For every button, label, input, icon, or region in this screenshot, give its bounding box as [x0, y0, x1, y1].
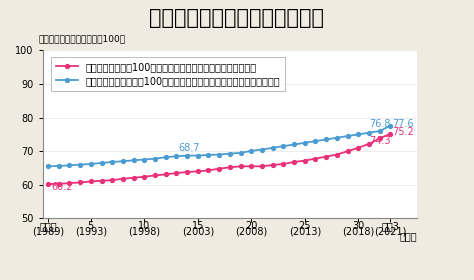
男性一般労働者を100とした場合の女性一般労働者の給与水準: [206, 169, 211, 172]
男性正社員・正職員を100とした場合の女性正社員・正職員の給与水準: [345, 134, 350, 138]
男性正社員・正職員を100とした場合の女性正社員・正職員の給与水準: [141, 158, 147, 161]
男性一般労働者を100とした場合の女性一般労働者の給与水準: [334, 153, 340, 156]
男性正社員・正職員を100とした場合の女性正社員・正職員の給与水準: [216, 153, 222, 156]
男性正社員・正職員を100とした場合の女性正社員・正職員の給与水準: [131, 158, 137, 162]
男性一般労働者を100とした場合の女性一般労働者の給与水準: [227, 166, 233, 169]
Legend: 男性一般労働者を100とした場合の女性一般労働者の給与水準, 男性正社員・正職員を100とした場合の女性正社員・正職員の給与水準: 男性一般労働者を100とした場合の女性一般労働者の給与水準, 男性正社員・正職員…: [51, 57, 285, 90]
男性正社員・正職員を100とした場合の女性正社員・正職員の給与水準: [270, 146, 275, 150]
Text: (2018): (2018): [342, 227, 374, 237]
男性正社員・正職員を100とした場合の女性正社員・正職員の給与水準: [388, 124, 393, 127]
Text: 75.2: 75.2: [392, 127, 414, 137]
男性一般労働者を100とした場合の女性一般労働者の給与水準: [45, 183, 51, 186]
Text: 68.7: 68.7: [179, 143, 200, 153]
Text: (2021): (2021): [374, 227, 407, 237]
男性正社員・正職員を100とした場合の女性正社員・正職員の給与水準: [77, 163, 83, 166]
男性一般労働者を100とした場合の女性一般労働者の給与水準: [66, 181, 72, 185]
男性一般労働者を100とした場合の女性一般労働者の給与水準: [291, 160, 297, 164]
男性一般労働者を100とした場合の女性一般労働者の給与水準: [259, 165, 265, 168]
男性一般労働者を100とした場合の女性一般労働者の給与水準: [163, 173, 169, 176]
男性一般労働者を100とした場合の女性一般労働者の給与水準: [141, 175, 147, 178]
Line: 男性一般労働者を100とした場合の女性一般労働者の給与水準: 男性一般労働者を100とした場合の女性一般労働者の給与水準: [46, 132, 392, 186]
男性一般労働者を100とした場合の女性一般労働者の給与水準: [99, 179, 104, 183]
男性一般労働者を100とした場合の女性一般労働者の給与水準: [345, 150, 350, 153]
男性正社員・正職員を100とした場合の女性正社員・正職員の給与水準: [323, 138, 329, 141]
男性一般労働者を100とした場合の女性一般労働者の給与水準: [152, 174, 158, 177]
男性正社員・正職員を100とした場合の女性正社員・正職員の給与水準: [259, 148, 265, 151]
男性正社員・正職員を100とした場合の女性正社員・正職員の給与水準: [152, 157, 158, 160]
男性一般労働者を100とした場合の女性一般労働者の給与水準: [56, 182, 62, 185]
男性一般労働者を100とした場合の女性一般労働者の給与水準: [184, 170, 190, 174]
男性正社員・正職員を100とした場合の女性正社員・正職員の給与水準: [66, 164, 72, 167]
男性一般労働者を100とした場合の女性一般労働者の給与水準: [281, 162, 286, 166]
男性一般労働者を100とした場合の女性一般労働者の給与水準: [238, 165, 244, 168]
Text: (2013): (2013): [289, 227, 321, 237]
Text: 30: 30: [352, 221, 365, 231]
男性正社員・正職員を100とした場合の女性正社員・正職員の給与水準: [238, 151, 244, 155]
男性正社員・正職員を100とした場合の女性正社員・正職員の給与水準: [45, 165, 51, 168]
男性正社員・正職員を100とした場合の女性正社員・正職員の給与水準: [313, 139, 319, 143]
男性一般労働者を100とした場合の女性一般労働者の給与水準: [366, 142, 372, 146]
男性一般労働者を100とした場合の女性一般労働者の給与水準: [109, 178, 115, 182]
Text: 令和3: 令和3: [382, 221, 399, 231]
男性一般労働者を100とした場合の女性一般労働者の給与水準: [356, 146, 361, 150]
男性正社員・正職員を100とした場合の女性正社員・正職員の給与水準: [248, 149, 254, 153]
男性一般労働者を100とした場合の女性一般労働者の給与水準: [195, 170, 201, 173]
Text: (2003): (2003): [182, 227, 214, 237]
Text: 平成元: 平成元: [39, 221, 57, 231]
Text: 77.6: 77.6: [392, 119, 414, 129]
Text: （年）: （年）: [400, 231, 417, 241]
男性正社員・正職員を100とした場合の女性正社員・正職員の給与水準: [281, 144, 286, 148]
男性正社員・正職員を100とした場合の女性正社員・正職員の給与水準: [120, 160, 126, 163]
Text: 15: 15: [191, 221, 204, 231]
男性一般労働者を100とした場合の女性一般労働者の給与水準: [216, 167, 222, 170]
男性正社員・正職員を100とした場合の女性正社員・正職員の給与水準: [356, 133, 361, 136]
男性一般労働者を100とした場合の女性一般労働者の給与水準: [270, 163, 275, 167]
Text: (1989): (1989): [32, 227, 64, 237]
男性一般労働者を100とした場合の女性一般労働者の給与水準: [131, 176, 137, 179]
Text: （基準とする男性の給与＝100）: （基準とする男性の給与＝100）: [39, 35, 126, 44]
Line: 男性正社員・正職員を100とした場合の女性正社員・正職員の給与水準: 男性正社員・正職員を100とした場合の女性正社員・正職員の給与水準: [46, 124, 392, 168]
男性正社員・正職員を100とした場合の女性正社員・正職員の給与水準: [227, 152, 233, 155]
男性正社員・正職員を100とした場合の女性正社員・正職員の給与水準: [88, 162, 94, 166]
Text: (2008): (2008): [235, 227, 267, 237]
男性正社員・正職員を100とした場合の女性正社員・正職員の給与水準: [302, 141, 308, 144]
男性一般労働者を100とした場合の女性一般労働者の給与水準: [313, 157, 319, 160]
男性正社員・正職員を100とした場合の女性正社員・正職員の給与水準: [56, 164, 62, 168]
男性一般労働者を100とした場合の女性一般労働者の給与水準: [88, 180, 94, 183]
男性正社員・正職員を100とした場合の女性正社員・正職員の給与水準: [206, 153, 211, 157]
男性正社員・正職員を100とした場合の女性正社員・正職員の給与水準: [173, 155, 179, 158]
Text: 20: 20: [245, 221, 257, 231]
Text: 60.2: 60.2: [51, 182, 73, 192]
男性一般労働者を100とした場合の女性一般労働者の給与水準: [323, 155, 329, 158]
男性一般労働者を100とした場合の女性一般労働者の給与水準: [77, 181, 83, 184]
男性一般労働者を100とした場合の女性一般労働者の給与水準: [120, 177, 126, 180]
男性一般労働者を100とした場合の女性一般労働者の給与水準: [302, 159, 308, 162]
男性正社員・正職員を100とした場合の女性正社員・正職員の給与水準: [163, 156, 169, 159]
男性一般労働者を100とした場合の女性一般労働者の給与水準: [388, 132, 393, 136]
Text: 25: 25: [299, 221, 311, 231]
男性正社員・正職員を100とした場合の女性正社員・正職員の給与水準: [184, 154, 190, 157]
男性一般労働者を100とした場合の女性一般労働者の給与水準: [173, 171, 179, 175]
男性一般労働者を100とした場合の女性一般労働者の給与水準: [248, 165, 254, 168]
Text: (1993): (1993): [75, 227, 107, 237]
男性一般労働者を100とした場合の女性一般労働者の給与水準: [377, 137, 383, 140]
男性正社員・正職員を100とした場合の女性正社員・正職員の給与水準: [99, 161, 104, 165]
Text: 74.3: 74.3: [369, 136, 391, 146]
Text: 【図１】男女間賃金格差の推移: 【図１】男女間賃金格差の推移: [149, 8, 325, 28]
男性正社員・正職員を100とした場合の女性正社員・正職員の給与水準: [366, 131, 372, 134]
Text: (1998): (1998): [128, 227, 160, 237]
男性正社員・正職員を100とした場合の女性正社員・正職員の給与水準: [109, 160, 115, 164]
男性正社員・正職員を100とした場合の女性正社員・正職員の給与水準: [195, 154, 201, 157]
男性正社員・正職員を100とした場合の女性正社員・正職員の給与水準: [291, 143, 297, 146]
男性正社員・正職員を100とした場合の女性正社員・正職員の給与水準: [334, 136, 340, 139]
Text: 76.8: 76.8: [369, 119, 391, 129]
Text: 10: 10: [138, 221, 150, 231]
男性正社員・正職員を100とした場合の女性正社員・正職員の給与水準: [377, 129, 383, 133]
Text: 5: 5: [88, 221, 94, 231]
